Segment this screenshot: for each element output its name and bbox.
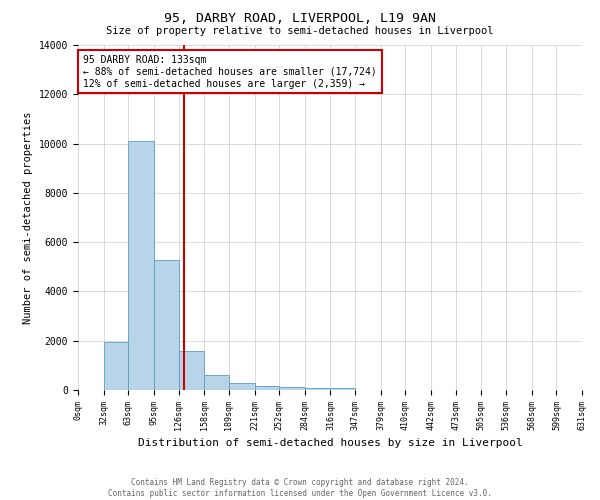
- Bar: [154, 260, 179, 390]
- Text: Size of property relative to semi-detached houses in Liverpool: Size of property relative to semi-detach…: [106, 26, 494, 36]
- Text: Contains HM Land Registry data © Crown copyright and database right 2024.
Contai: Contains HM Land Registry data © Crown c…: [108, 478, 492, 498]
- Y-axis label: Number of semi-detached properties: Number of semi-detached properties: [23, 112, 34, 324]
- Bar: [305, 388, 331, 390]
- Bar: [104, 342, 128, 390]
- Text: 95, DARBY ROAD, LIVERPOOL, L19 9AN: 95, DARBY ROAD, LIVERPOOL, L19 9AN: [164, 12, 436, 26]
- Bar: [254, 386, 279, 390]
- Text: 95 DARBY ROAD: 133sqm
← 88% of semi-detached houses are smaller (17,724)
12% of : 95 DARBY ROAD: 133sqm ← 88% of semi-deta…: [83, 56, 377, 88]
- Bar: [229, 384, 254, 390]
- Bar: [331, 388, 355, 390]
- Bar: [179, 351, 204, 390]
- X-axis label: Distribution of semi-detached houses by size in Liverpool: Distribution of semi-detached houses by …: [137, 438, 523, 448]
- Bar: [279, 387, 305, 390]
- Bar: [128, 141, 154, 390]
- Bar: [204, 376, 229, 390]
